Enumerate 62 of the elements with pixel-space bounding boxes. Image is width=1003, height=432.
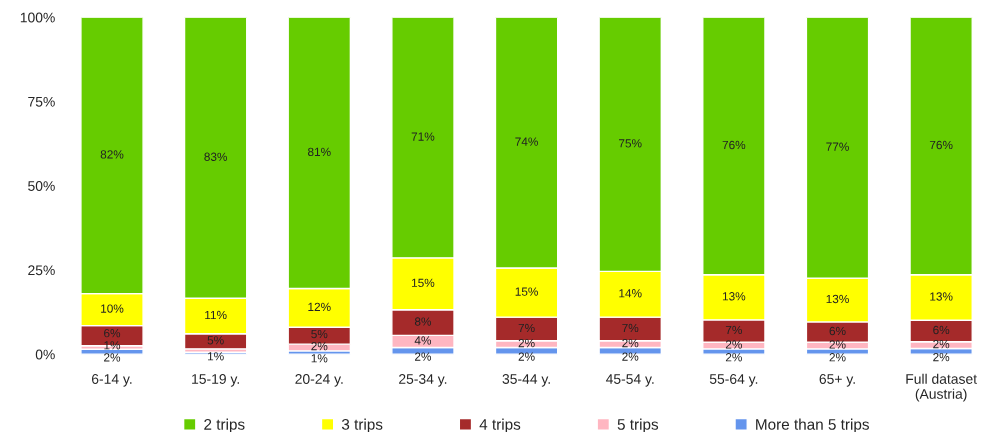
data-label: 2% — [829, 340, 846, 349]
data-label: 2% — [622, 352, 639, 361]
data-label: 2% — [311, 341, 328, 351]
data-label: 2% — [725, 353, 742, 362]
data-label: 1% — [311, 354, 328, 363]
data-label: 6% — [933, 325, 950, 335]
data-label: 75% — [619, 139, 642, 148]
data-label: 2% — [518, 352, 535, 361]
data-label: 5% — [311, 329, 328, 339]
y-tick-label: 0% — [35, 349, 55, 360]
data-label: 13% — [826, 294, 849, 304]
data-label: 74% — [515, 137, 538, 146]
data-label: 5% — [207, 336, 224, 345]
data-label: 1% — [208, 352, 224, 361]
data-label: 13% — [722, 292, 746, 301]
data-label: 11% — [205, 310, 227, 320]
x-tick-label: 55-64 y. — [709, 374, 758, 387]
y-tick-label: 50% — [28, 181, 55, 191]
legend-label: 4 trips — [479, 418, 521, 432]
data-label: 2% — [933, 352, 950, 362]
data-label: 15% — [412, 278, 435, 287]
x-tick-label: 6-14 y. — [91, 374, 132, 387]
data-label: 71% — [411, 132, 435, 141]
x-tick-label: 65+ y. — [819, 374, 855, 387]
data-label: 2% — [622, 338, 639, 348]
x-tick-label: 35-44 y. — [502, 374, 550, 387]
data-label: 10% — [101, 304, 124, 313]
data-label: 2% — [725, 340, 742, 349]
data-label: 14% — [619, 289, 642, 298]
data-label: 8% — [414, 317, 432, 326]
legend-label: 2 trips — [204, 418, 245, 432]
data-label: 7% — [518, 323, 535, 333]
data-label: 2% — [104, 353, 121, 362]
data-label: 77% — [826, 142, 849, 151]
data-label: 82% — [100, 150, 124, 159]
data-label: 4% — [414, 336, 432, 345]
x-tick-label: 20-24 y. — [295, 374, 343, 387]
x-tick-label: 15-19 y. — [192, 374, 239, 387]
data-label: 81% — [307, 147, 331, 157]
data-label: 6% — [829, 326, 846, 336]
data-label: 7% — [622, 323, 639, 333]
data-label: 6% — [104, 329, 121, 338]
y-tick-label: 25% — [28, 265, 55, 276]
data-label: 2% — [933, 339, 950, 349]
data-label: 13% — [930, 292, 953, 301]
data-label: 76% — [929, 140, 953, 150]
data-label: 83% — [204, 152, 228, 161]
data-label: 12% — [308, 302, 331, 312]
x-tick-label: 25-34 y. — [399, 374, 447, 387]
data-label: 2% — [518, 338, 535, 348]
y-tick-label: 75% — [28, 96, 55, 107]
data-label: 15% — [515, 287, 538, 296]
x-tick-label: Full dataset (Austria) — [906, 373, 977, 402]
data-label: 2% — [414, 352, 432, 361]
legend-label: 3 trips — [341, 418, 383, 432]
data-label: 2% — [829, 353, 846, 362]
legend-label: 5 trips — [617, 418, 659, 432]
legend-label: More than 5 trips — [756, 418, 869, 432]
y-tick-label: 100% — [20, 12, 55, 23]
data-label: 76% — [722, 140, 746, 150]
x-tick-label: 45-54 y. — [605, 374, 654, 387]
data-label: 7% — [725, 325, 742, 335]
